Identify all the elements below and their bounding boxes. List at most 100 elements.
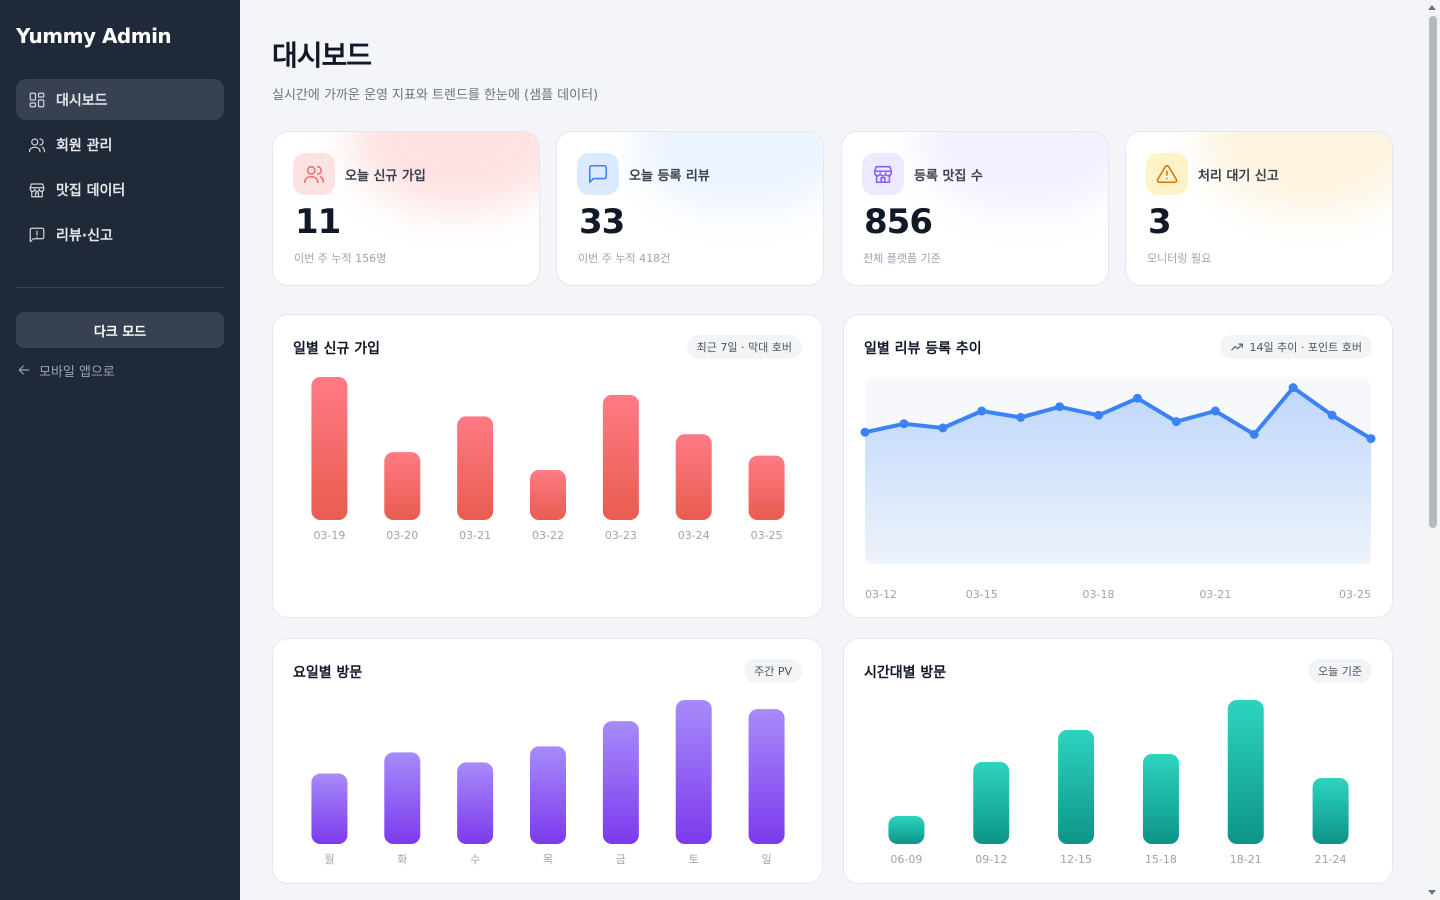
store-icon	[28, 181, 46, 199]
chart-bar	[311, 773, 348, 844]
arrow-left-icon	[18, 365, 30, 375]
chart-bar	[748, 709, 785, 844]
sidebar-item-dashboard[interactable]: 대시보드	[16, 79, 224, 120]
data-point	[899, 419, 909, 429]
message-icon	[577, 153, 619, 195]
x-tick-label: 12-15	[1060, 853, 1092, 866]
data-point	[1171, 417, 1181, 427]
stat-card-new-signups: 오늘 신규 가입 11 이번 주 누적 156명	[272, 131, 540, 286]
sidebar-nav: 대시보드 회원 관리 맛집 데이터 리뷰·신고	[16, 79, 224, 259]
chart-bar	[530, 746, 566, 844]
x-tick-label: 03-12	[865, 588, 897, 601]
stat-label: 처리 대기 신고	[1198, 169, 1279, 184]
stat-footnote: 모니터링 필요	[1147, 252, 1212, 265]
panel-chip: 14일 추이 · 포인트 호버	[1219, 335, 1372, 359]
data-point	[1132, 393, 1142, 403]
x-tick-label: 03-18	[1083, 588, 1115, 601]
stat-card-restaurants: 등록 맛집 수 856 전체 플랫폼 기준	[841, 131, 1109, 286]
store-icon	[862, 153, 904, 195]
stat-value: 33	[579, 202, 625, 242]
x-tick-label: 03-24	[678, 529, 710, 542]
x-tick-label: 03-21	[459, 529, 491, 542]
stat-card-pending-reports: 처리 대기 신고 3 모니터링 필요	[1125, 131, 1393, 286]
stat-card-new-reviews: 오늘 등록 리뷰 33 이번 주 누적 418건	[556, 131, 824, 286]
scroll-thumb[interactable]	[1429, 16, 1437, 528]
chart-bar	[1142, 754, 1179, 844]
chart-bar	[384, 452, 421, 520]
stat-footnote: 이번 주 누적 156명	[294, 252, 387, 265]
data-point	[1210, 406, 1220, 416]
data-point	[1327, 410, 1337, 420]
panel-chip: 최근 7일 · 막대 호버	[686, 335, 802, 359]
stat-value: 11	[295, 202, 341, 242]
data-point	[977, 406, 987, 416]
x-tick-label: 월	[324, 853, 334, 866]
trend-area	[865, 387, 1371, 564]
chart-bar	[602, 394, 639, 520]
x-tick-label: 금	[616, 853, 626, 866]
stat-label: 오늘 등록 리뷰	[629, 169, 710, 184]
sidebar-item-restaurants[interactable]: 맛집 데이터	[16, 169, 224, 210]
daily-signups-panel: 일별 신규 가입 최근 7일 · 막대 호버 03-19 03-20 03-21 03…	[272, 314, 823, 618]
stat-footnote: 전체 플랫폼 기준	[863, 252, 941, 265]
dark-mode-button[interactable]: 다크 모드	[16, 312, 224, 348]
x-tick-label: 18-21	[1230, 853, 1262, 866]
chart-bar	[888, 816, 925, 844]
sidebar-item-label: 맛집 데이터	[56, 182, 126, 199]
x-tick-label: 토	[689, 853, 699, 866]
chart-bar	[457, 762, 494, 844]
panel-title: 일별 신규 가입	[293, 341, 381, 357]
chart-bar	[1227, 700, 1264, 844]
x-tick-label: 수	[470, 853, 480, 866]
daily-signups-chart: 03-19 03-20 03-21 03-22 03-23 03-24 03-25	[311, 377, 785, 542]
data-point	[1249, 429, 1259, 439]
x-tick-label: 03-15	[966, 588, 998, 601]
chart-bar	[457, 416, 494, 520]
scroll-down-arrow-icon[interactable]	[1428, 890, 1436, 895]
chart-bar	[602, 721, 639, 844]
data-point	[1366, 434, 1376, 444]
back-link-label: 모바일 앱으로	[39, 364, 115, 380]
stat-label: 등록 맛집 수	[914, 169, 983, 184]
trending-up-icon	[1230, 343, 1243, 351]
brand-logo[interactable]: Yummy Admin	[16, 24, 172, 48]
sidebar-item-members[interactable]: 회원 관리	[16, 124, 224, 165]
stat-value: 3	[1148, 202, 1172, 242]
review-trend-panel: 일별 리뷰 등록 추이 14일 추이 · 포인트 호버 03-12 03-15 03…	[843, 314, 1393, 618]
weekday-visits-panel: 요일별 방문 주간 PV 월 화 수 목 금 토 일	[272, 638, 823, 884]
x-tick-label: 09-12	[975, 853, 1007, 866]
data-point	[1016, 412, 1026, 422]
trend-line	[863, 385, 1373, 441]
page-subtitle: 실시간에 가까운 운영 지표와 트렌드를 한눈에 (샘플 데이터)	[272, 88, 599, 103]
x-tick-label: 03-25	[751, 529, 783, 542]
x-tick-label: 03-22	[532, 529, 564, 542]
panel-title: 시간대별 방문	[864, 665, 947, 681]
users-icon	[293, 153, 335, 195]
sidebar-divider	[16, 287, 224, 288]
hourly-visits-panel: 시간대별 방문 오늘 기준 06-09 09-12 12-15 15-18 18-21 2…	[843, 638, 1393, 884]
chart-bar	[530, 469, 566, 520]
chart-bar	[973, 762, 1010, 844]
users-icon	[28, 136, 46, 154]
panel-chip: 주간 PV	[744, 659, 802, 683]
scroll-up-arrow-icon[interactable]	[1428, 5, 1436, 10]
chart-bar	[311, 377, 348, 520]
x-tick-label: 15-18	[1145, 853, 1177, 866]
page-title: 대시보드	[272, 39, 372, 72]
x-tick-label: 목	[543, 853, 553, 866]
x-tick-label: 21-24	[1315, 853, 1347, 866]
back-to-mobile-link[interactable]: 모바일 앱으로	[16, 360, 115, 380]
stat-value: 856	[864, 202, 933, 242]
stat-footnote: 이번 주 누적 418건	[578, 252, 671, 265]
page-scrollbar[interactable]	[1425, 0, 1440, 900]
panel-chip: 오늘 기준	[1308, 659, 1372, 683]
chart-bar	[1312, 778, 1349, 844]
x-tick-label: 03-19	[313, 529, 345, 542]
x-tick-label: 06-09	[890, 853, 922, 866]
sidebar-item-reviews-reports[interactable]: 리뷰·신고	[16, 214, 224, 255]
data-point	[1055, 402, 1065, 412]
panel-title: 일별 리뷰 등록 추이	[864, 341, 982, 357]
sidebar-item-label: 대시보드	[56, 92, 108, 109]
data-point	[1094, 410, 1104, 420]
